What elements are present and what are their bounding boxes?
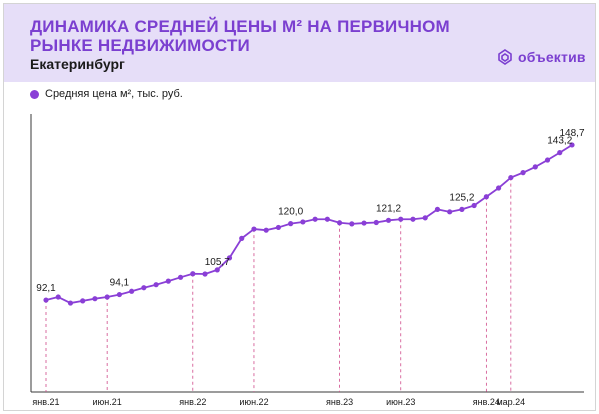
data-point-32 xyxy=(434,206,441,212)
data-point-19 xyxy=(275,224,282,231)
data-label-6: 143,2 xyxy=(547,136,572,147)
data-point-23 xyxy=(324,216,330,222)
data-point-13 xyxy=(202,271,208,277)
data-label-5: 125,2 xyxy=(449,192,474,203)
data-point-34 xyxy=(459,206,465,212)
data-point-43 xyxy=(569,142,575,148)
x-tick-label-0: янв.21 xyxy=(32,397,59,407)
data-point-40 xyxy=(532,164,538,170)
chart-legend: Средняя цена м², тыс. руб. xyxy=(30,88,183,100)
data-point-35 xyxy=(471,202,477,209)
data-point-14 xyxy=(214,267,220,273)
data-point-2 xyxy=(67,300,74,306)
data-point-6 xyxy=(116,291,122,298)
data-point-29 xyxy=(398,216,404,222)
chart-header: ДИНАМИКА СРЕДНЕЙ ЦЕНЫ М² НА ПЕРВИЧНОМ РЫ… xyxy=(4,4,595,82)
x-tick-label-1: июн.21 xyxy=(93,397,122,407)
data-point-22 xyxy=(312,216,318,222)
data-point-9 xyxy=(153,282,159,288)
data-point-38 xyxy=(508,174,514,181)
x-tick-label-6: янв.24 xyxy=(473,397,500,407)
data-point-27 xyxy=(373,219,379,226)
data-point-15 xyxy=(226,255,233,261)
chart-subtitle: Екатеринбург xyxy=(30,56,125,72)
data-point-8 xyxy=(141,285,147,291)
data-point-31 xyxy=(422,215,428,221)
data-point-25 xyxy=(349,221,355,227)
legend-label: Средняя цена м², тыс. руб. xyxy=(45,88,183,100)
data-point-16 xyxy=(239,235,245,241)
data-point-10 xyxy=(165,278,171,284)
data-point-37 xyxy=(496,185,502,191)
data-point-33 xyxy=(447,209,453,215)
data-point-4 xyxy=(92,296,98,302)
x-tick-label-4: янв.23 xyxy=(326,397,353,407)
data-point-7 xyxy=(129,288,135,294)
data-point-36 xyxy=(483,194,489,200)
data-label-2: 105,7 xyxy=(205,257,230,268)
data-label-7: 148,7 xyxy=(559,128,584,139)
logo-text: объектив xyxy=(518,49,586,65)
line-chart: янв.21 июн.21 янв.22 июн.22 янв.23 июн.23 янв.… xyxy=(30,114,585,407)
x-tick-label-2: янв.22 xyxy=(179,397,206,407)
data-point-3 xyxy=(80,298,86,304)
data-label-0: 92,1 xyxy=(36,283,56,294)
data-point-21 xyxy=(300,219,306,225)
chart-frame: ДИНАМИКА СРЕДНЕЙ ЦЕНЫ М² НА ПЕРВИЧНОМ РЫ… xyxy=(3,3,596,411)
data-point-20 xyxy=(288,221,294,227)
data-point-42 xyxy=(557,150,563,156)
data-point-30 xyxy=(410,216,416,222)
chart-title: ДИНАМИКА СРЕДНЕЙ ЦЕНЫ М² НА ПЕРВИЧНОМ РЫ… xyxy=(30,17,450,55)
x-tick-label-7: мар.24 xyxy=(496,397,525,407)
legend-marker xyxy=(30,89,39,99)
data-point-11 xyxy=(177,274,184,280)
objektiv-logo-icon xyxy=(498,49,512,65)
data-point-26 xyxy=(361,220,367,226)
brand-logo: объектив xyxy=(496,48,586,66)
x-tick-label-3: июн.22 xyxy=(239,397,268,407)
data-point-12 xyxy=(190,271,196,277)
data-point-39 xyxy=(520,170,526,176)
x-tick-label-5: июн.23 xyxy=(386,397,415,407)
data-point-5 xyxy=(104,294,110,300)
data-label-3: 120,0 xyxy=(278,207,303,218)
data-point-1 xyxy=(55,294,61,300)
data-point-0 xyxy=(43,297,49,303)
data-point-28 xyxy=(385,217,392,223)
data-label-1: 94,1 xyxy=(110,278,130,289)
data-point-41 xyxy=(544,157,551,163)
data-point-17 xyxy=(251,226,257,232)
data-label-4: 121,2 xyxy=(376,203,401,214)
data-point-24 xyxy=(336,220,343,226)
data-point-18 xyxy=(263,227,269,233)
